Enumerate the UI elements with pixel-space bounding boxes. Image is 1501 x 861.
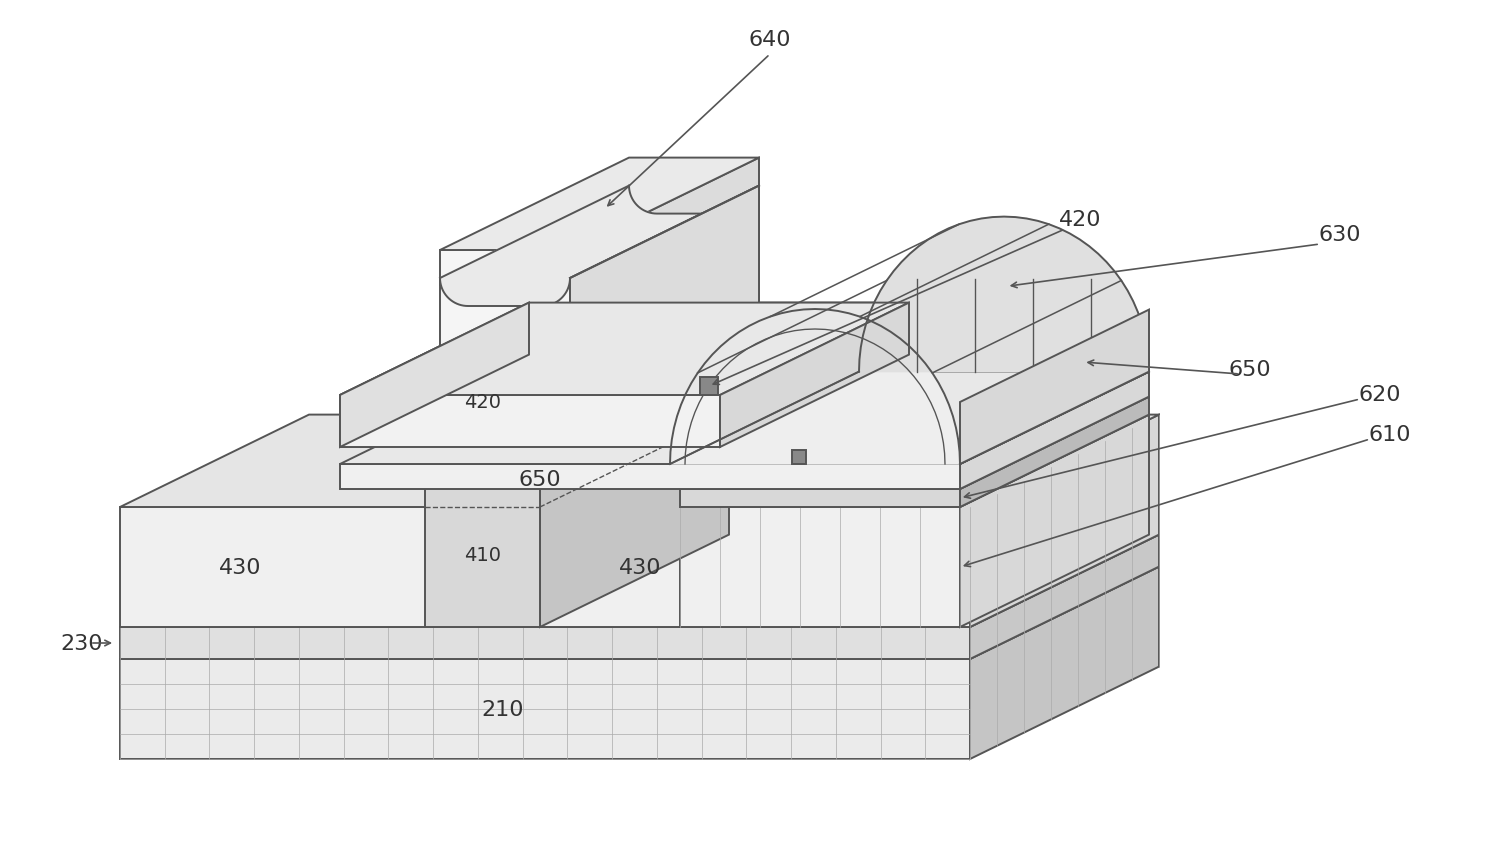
Polygon shape [970, 567, 1159, 759]
Polygon shape [680, 489, 961, 507]
Text: 420: 420 [464, 393, 501, 412]
Text: 630: 630 [1319, 225, 1361, 245]
Polygon shape [961, 310, 1148, 464]
Polygon shape [961, 372, 1148, 489]
Polygon shape [540, 356, 729, 628]
Polygon shape [425, 357, 540, 448]
Polygon shape [120, 535, 1159, 628]
Text: 610: 610 [1369, 424, 1411, 444]
Polygon shape [341, 395, 720, 448]
Polygon shape [440, 158, 760, 251]
Polygon shape [440, 186, 760, 307]
Polygon shape [440, 279, 570, 395]
Polygon shape [680, 507, 961, 628]
Text: 410: 410 [464, 546, 501, 565]
Polygon shape [570, 186, 760, 395]
Polygon shape [341, 395, 720, 448]
Text: 210: 210 [482, 699, 524, 719]
Polygon shape [120, 415, 1159, 507]
Polygon shape [341, 372, 1148, 464]
Polygon shape [425, 356, 729, 448]
Polygon shape [440, 251, 570, 395]
Polygon shape [699, 378, 717, 395]
Polygon shape [120, 628, 970, 660]
Text: 430: 430 [618, 557, 662, 578]
Polygon shape [680, 397, 1148, 489]
Text: 230: 230 [60, 633, 102, 653]
Polygon shape [970, 535, 1159, 660]
Polygon shape [793, 450, 806, 464]
Polygon shape [961, 397, 1148, 507]
Polygon shape [120, 660, 970, 759]
Polygon shape [425, 265, 729, 357]
Polygon shape [669, 310, 961, 464]
Polygon shape [970, 415, 1159, 628]
Text: 420: 420 [1058, 210, 1102, 230]
Polygon shape [540, 265, 729, 448]
Polygon shape [120, 507, 970, 628]
Polygon shape [425, 448, 540, 628]
Polygon shape [341, 303, 910, 395]
Text: 650: 650 [1229, 360, 1271, 380]
Text: 620: 620 [1358, 385, 1402, 405]
Polygon shape [720, 303, 910, 448]
Text: 430: 430 [219, 557, 261, 578]
Polygon shape [961, 415, 1148, 628]
Text: 650: 650 [519, 469, 561, 489]
Polygon shape [341, 464, 961, 489]
Polygon shape [341, 303, 910, 395]
Text: 640: 640 [749, 30, 791, 50]
Polygon shape [570, 158, 760, 395]
Polygon shape [680, 415, 1148, 507]
Polygon shape [341, 303, 528, 448]
Polygon shape [720, 303, 910, 448]
Polygon shape [859, 217, 1148, 372]
Polygon shape [120, 567, 1159, 660]
